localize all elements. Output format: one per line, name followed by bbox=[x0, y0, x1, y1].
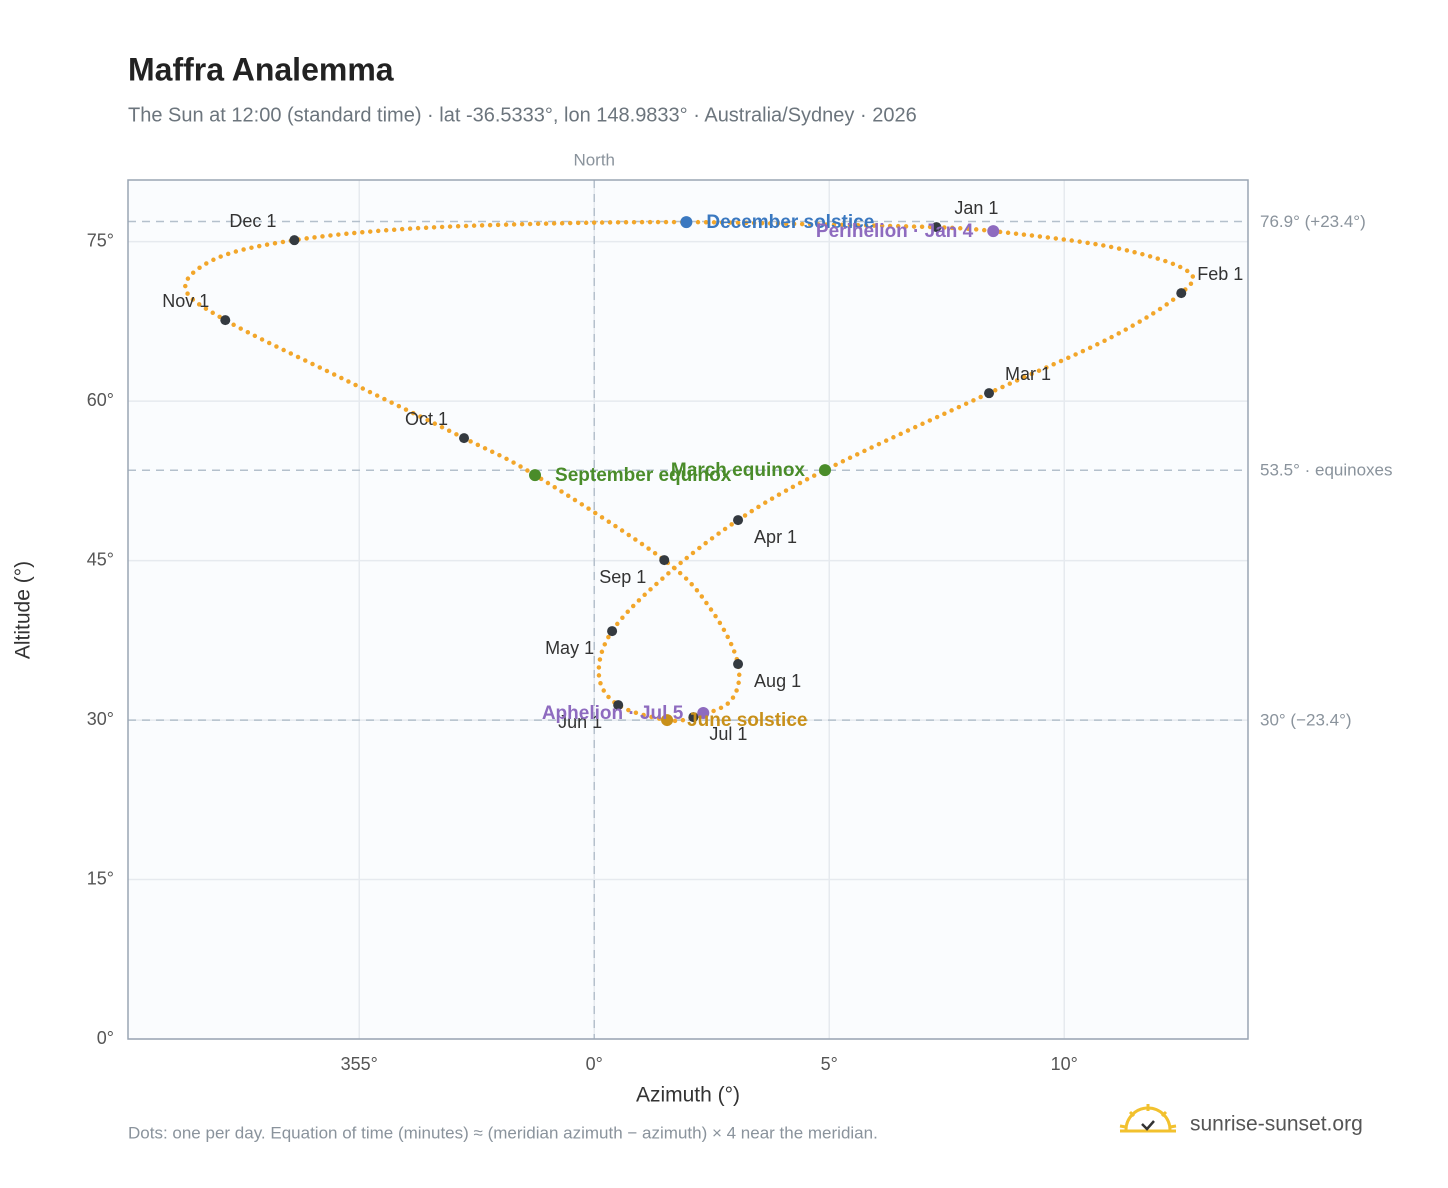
y-tick-label: 75° bbox=[87, 230, 114, 250]
month-point bbox=[984, 388, 995, 399]
month-point bbox=[607, 626, 618, 637]
month-label: Dec 1 bbox=[229, 211, 276, 231]
month-point bbox=[659, 555, 670, 566]
month-label: Jul 1 bbox=[709, 724, 747, 744]
daily-dots bbox=[183, 219, 1196, 724]
event-point bbox=[697, 707, 710, 720]
event-label: June solstice bbox=[687, 710, 807, 731]
x-tick-label: 5° bbox=[821, 1054, 838, 1074]
chart-title: Maffra Analemma bbox=[128, 51, 394, 87]
north-label: North bbox=[573, 150, 615, 169]
event-point bbox=[680, 216, 693, 229]
event-label: Perihelion · Jan 4 bbox=[816, 221, 974, 242]
month-point bbox=[688, 712, 699, 723]
reference-label: 53.5° · equinoxes bbox=[1260, 461, 1393, 480]
y-tick-label: 60° bbox=[87, 390, 114, 410]
reference-label: 30° (−23.4°) bbox=[1260, 711, 1352, 730]
reference-label: 76.9° (+23.4°) bbox=[1260, 212, 1366, 231]
month-label: Feb 1 bbox=[1197, 264, 1243, 284]
month-label: Nov 1 bbox=[162, 291, 209, 311]
x-tick-label: 10° bbox=[1051, 1054, 1078, 1074]
plot-area bbox=[128, 180, 1248, 1039]
y-tick-label: 15° bbox=[87, 868, 114, 888]
month-label: Jan 1 bbox=[954, 198, 998, 218]
month-point bbox=[289, 235, 300, 246]
month-point bbox=[459, 433, 470, 444]
event-label: September equinox bbox=[555, 465, 732, 486]
y-axis-title: Altitude (°) bbox=[12, 561, 35, 659]
x-tick-label: 0° bbox=[586, 1054, 603, 1074]
y-tick-label: 30° bbox=[87, 709, 114, 729]
event-label: March equinox bbox=[671, 460, 806, 481]
event-point bbox=[987, 225, 1000, 238]
month-point bbox=[931, 222, 942, 233]
month-label: May 1 bbox=[545, 638, 594, 658]
month-point bbox=[613, 700, 624, 711]
month-point bbox=[733, 515, 744, 526]
month-label: Mar 1 bbox=[1005, 364, 1051, 384]
month-label: Aug 1 bbox=[754, 671, 801, 691]
month-point bbox=[1176, 288, 1187, 299]
event-point bbox=[661, 714, 674, 727]
x-tick-label: 355° bbox=[341, 1054, 378, 1074]
plot-frame bbox=[127, 179, 1249, 1040]
footnote: Dots: one per day. Equation of time (min… bbox=[128, 1123, 878, 1142]
y-tick-label: 0° bbox=[97, 1028, 114, 1048]
event-label: Aphelion · Jul 5 bbox=[542, 703, 684, 724]
event-point bbox=[819, 464, 832, 477]
month-point bbox=[733, 659, 744, 670]
x-axis-title: Azimuth (°) bbox=[636, 1084, 740, 1107]
month-label: Apr 1 bbox=[754, 527, 797, 547]
month-label: Jun 1 bbox=[558, 712, 602, 732]
marks bbox=[183, 216, 1196, 727]
month-label: Oct 1 bbox=[405, 409, 448, 429]
month-label: Sep 1 bbox=[599, 567, 646, 587]
month-point bbox=[220, 315, 231, 326]
brand-name: sunrise-sunset.org bbox=[1190, 1113, 1363, 1136]
chart-subtitle: The Sun at 12:00 (standard time) · lat -… bbox=[128, 104, 917, 126]
event-label: December solstice bbox=[706, 212, 874, 233]
brand-logo bbox=[1119, 1104, 1177, 1133]
y-tick-label: 45° bbox=[87, 549, 114, 569]
event-point bbox=[529, 469, 542, 482]
